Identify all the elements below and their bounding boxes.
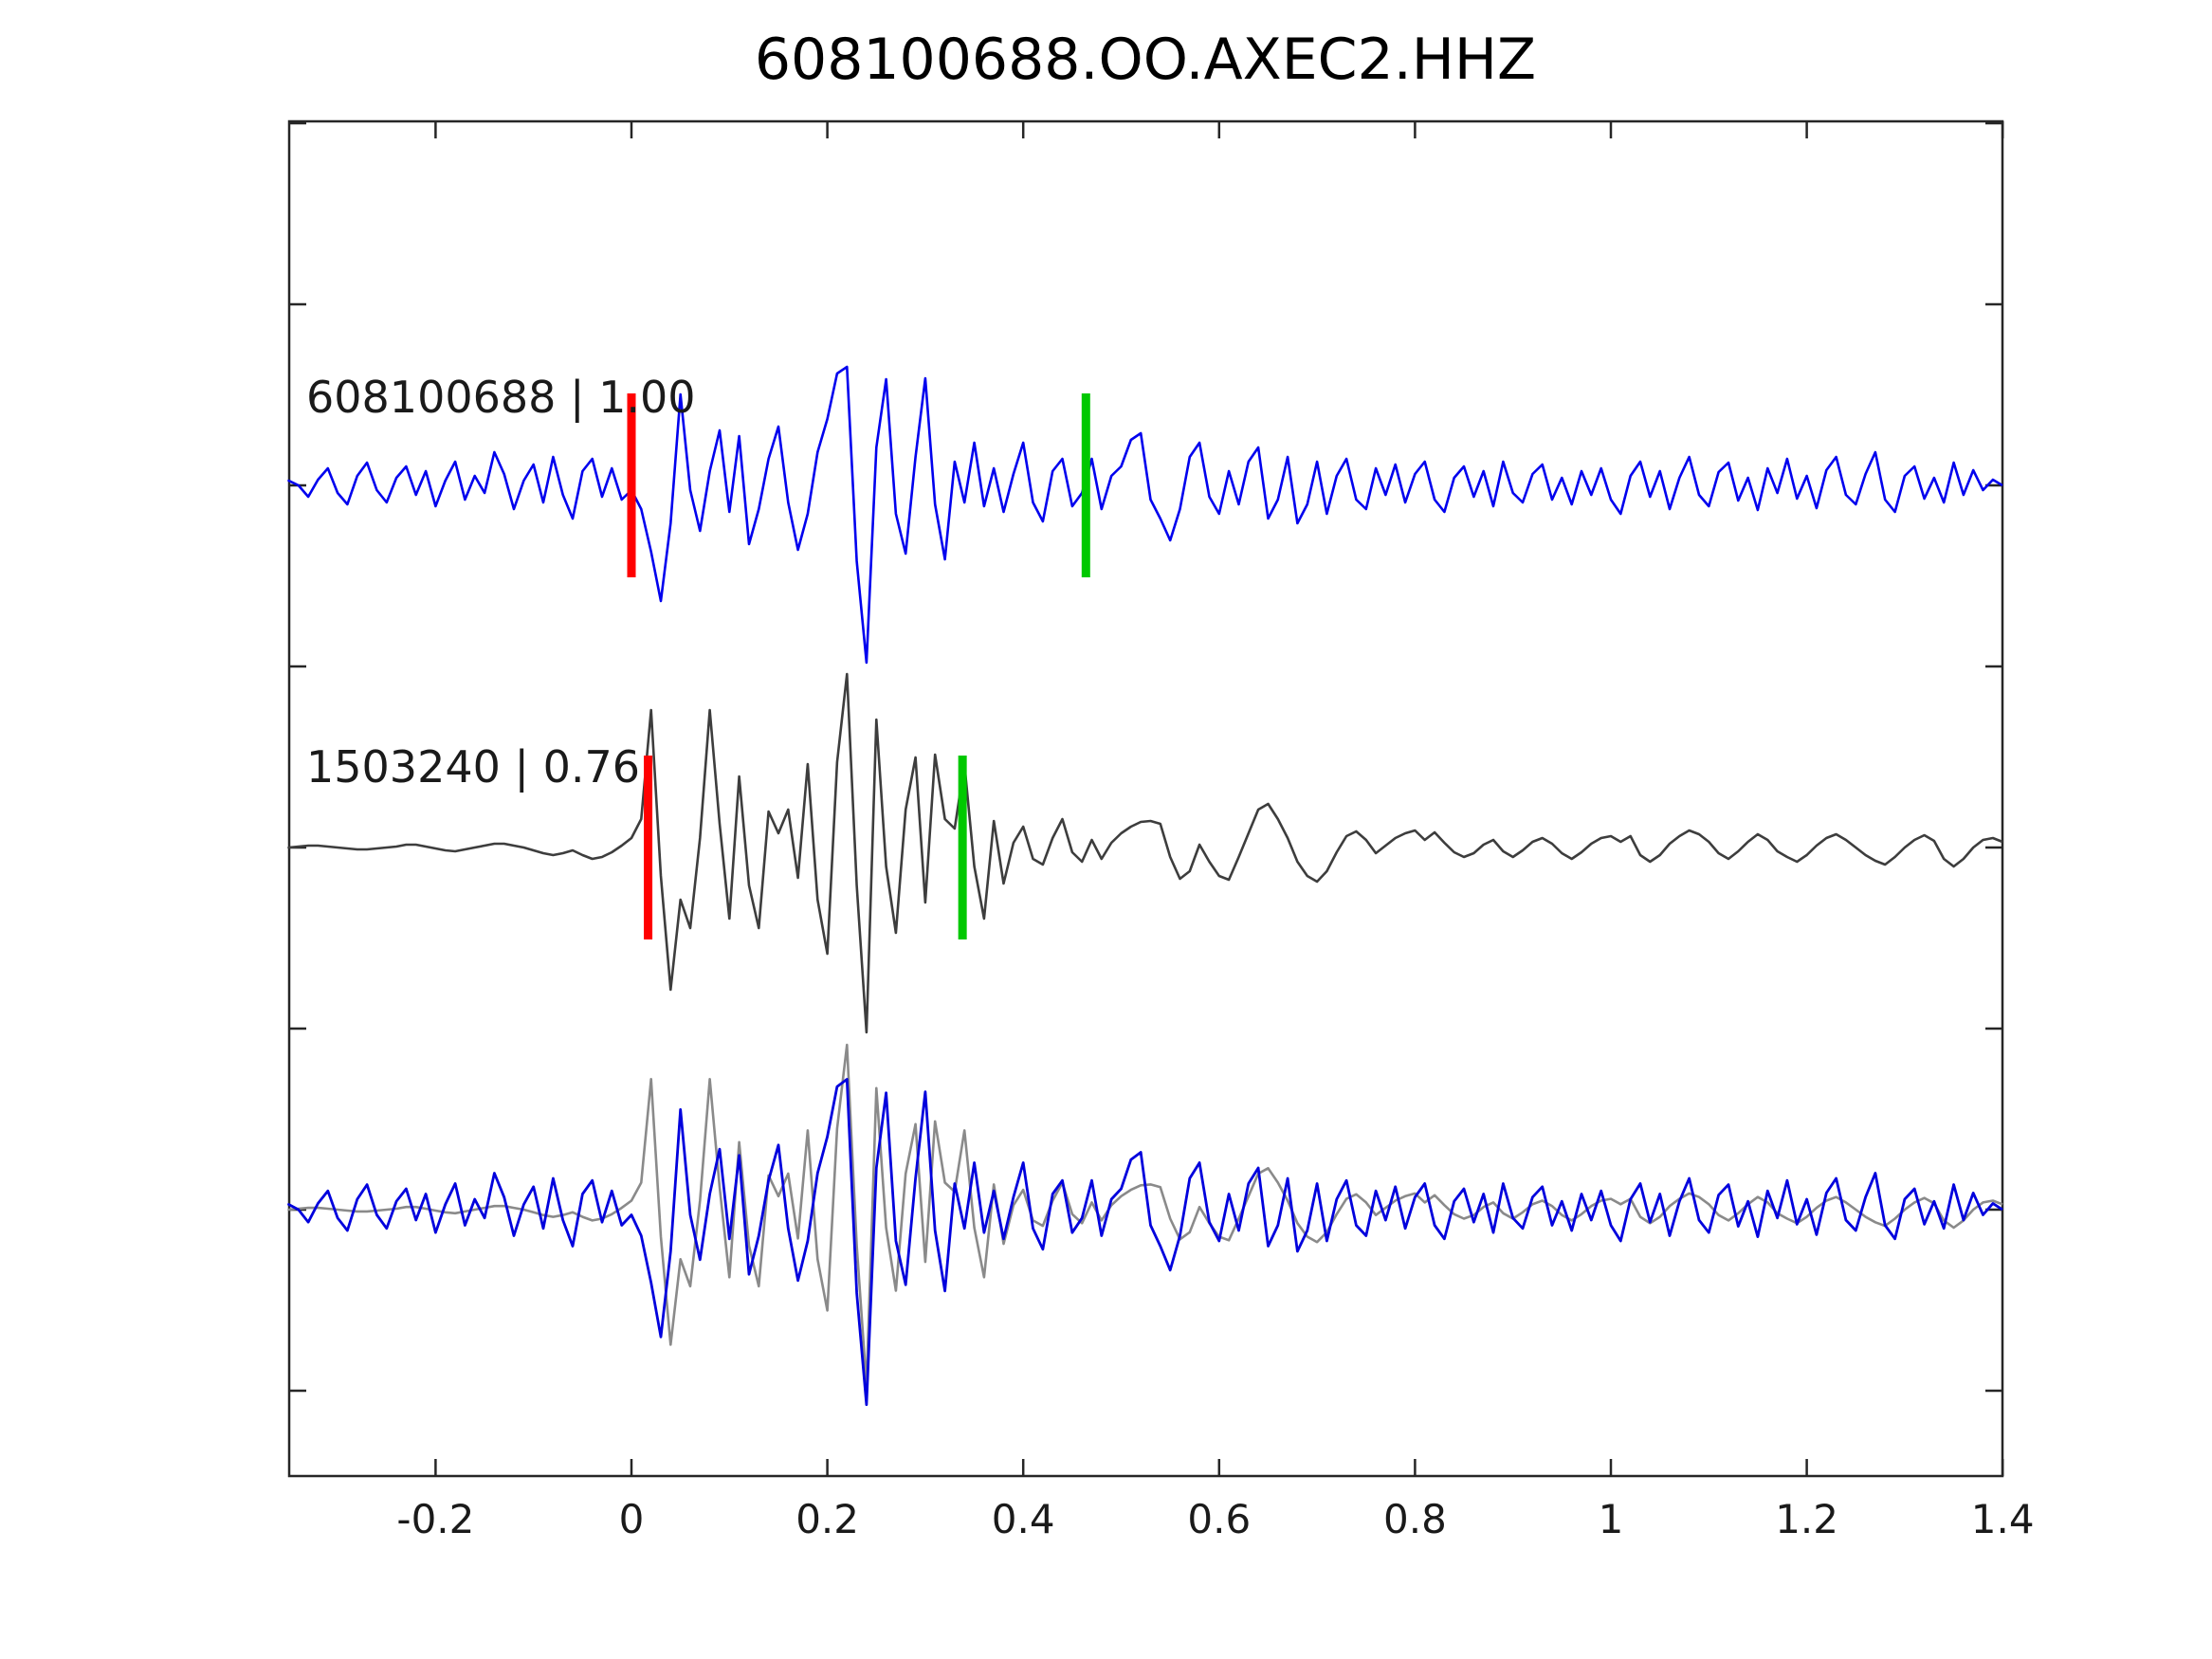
x-tick-label: 0 — [619, 1496, 645, 1542]
trace-1503240-waveform — [287, 672, 2003, 1034]
overlay-blue-waveform — [287, 1078, 2003, 1407]
trace2-label: 1503240 | 0.76 — [306, 741, 641, 793]
trace1-label: 608100688 | 1.00 — [306, 372, 696, 423]
figure-title: 608100688.OO.AXEC2.HHZ — [754, 27, 1537, 93]
x-tick-label: 1.4 — [1971, 1496, 2035, 1542]
x-tick-label: 0.4 — [992, 1496, 1055, 1542]
x-tick-label: 0.2 — [795, 1496, 859, 1542]
trace-608100688-waveform — [287, 365, 2003, 665]
x-tick-label: 0.6 — [1187, 1496, 1251, 1542]
x-tick-label: -0.2 — [396, 1496, 474, 1542]
plot-border — [287, 119, 2004, 1478]
x-tick-label: 1.2 — [1775, 1496, 1838, 1542]
x-tick-label: 0.8 — [1383, 1496, 1447, 1542]
x-tick-label: 1 — [1599, 1496, 1624, 1542]
